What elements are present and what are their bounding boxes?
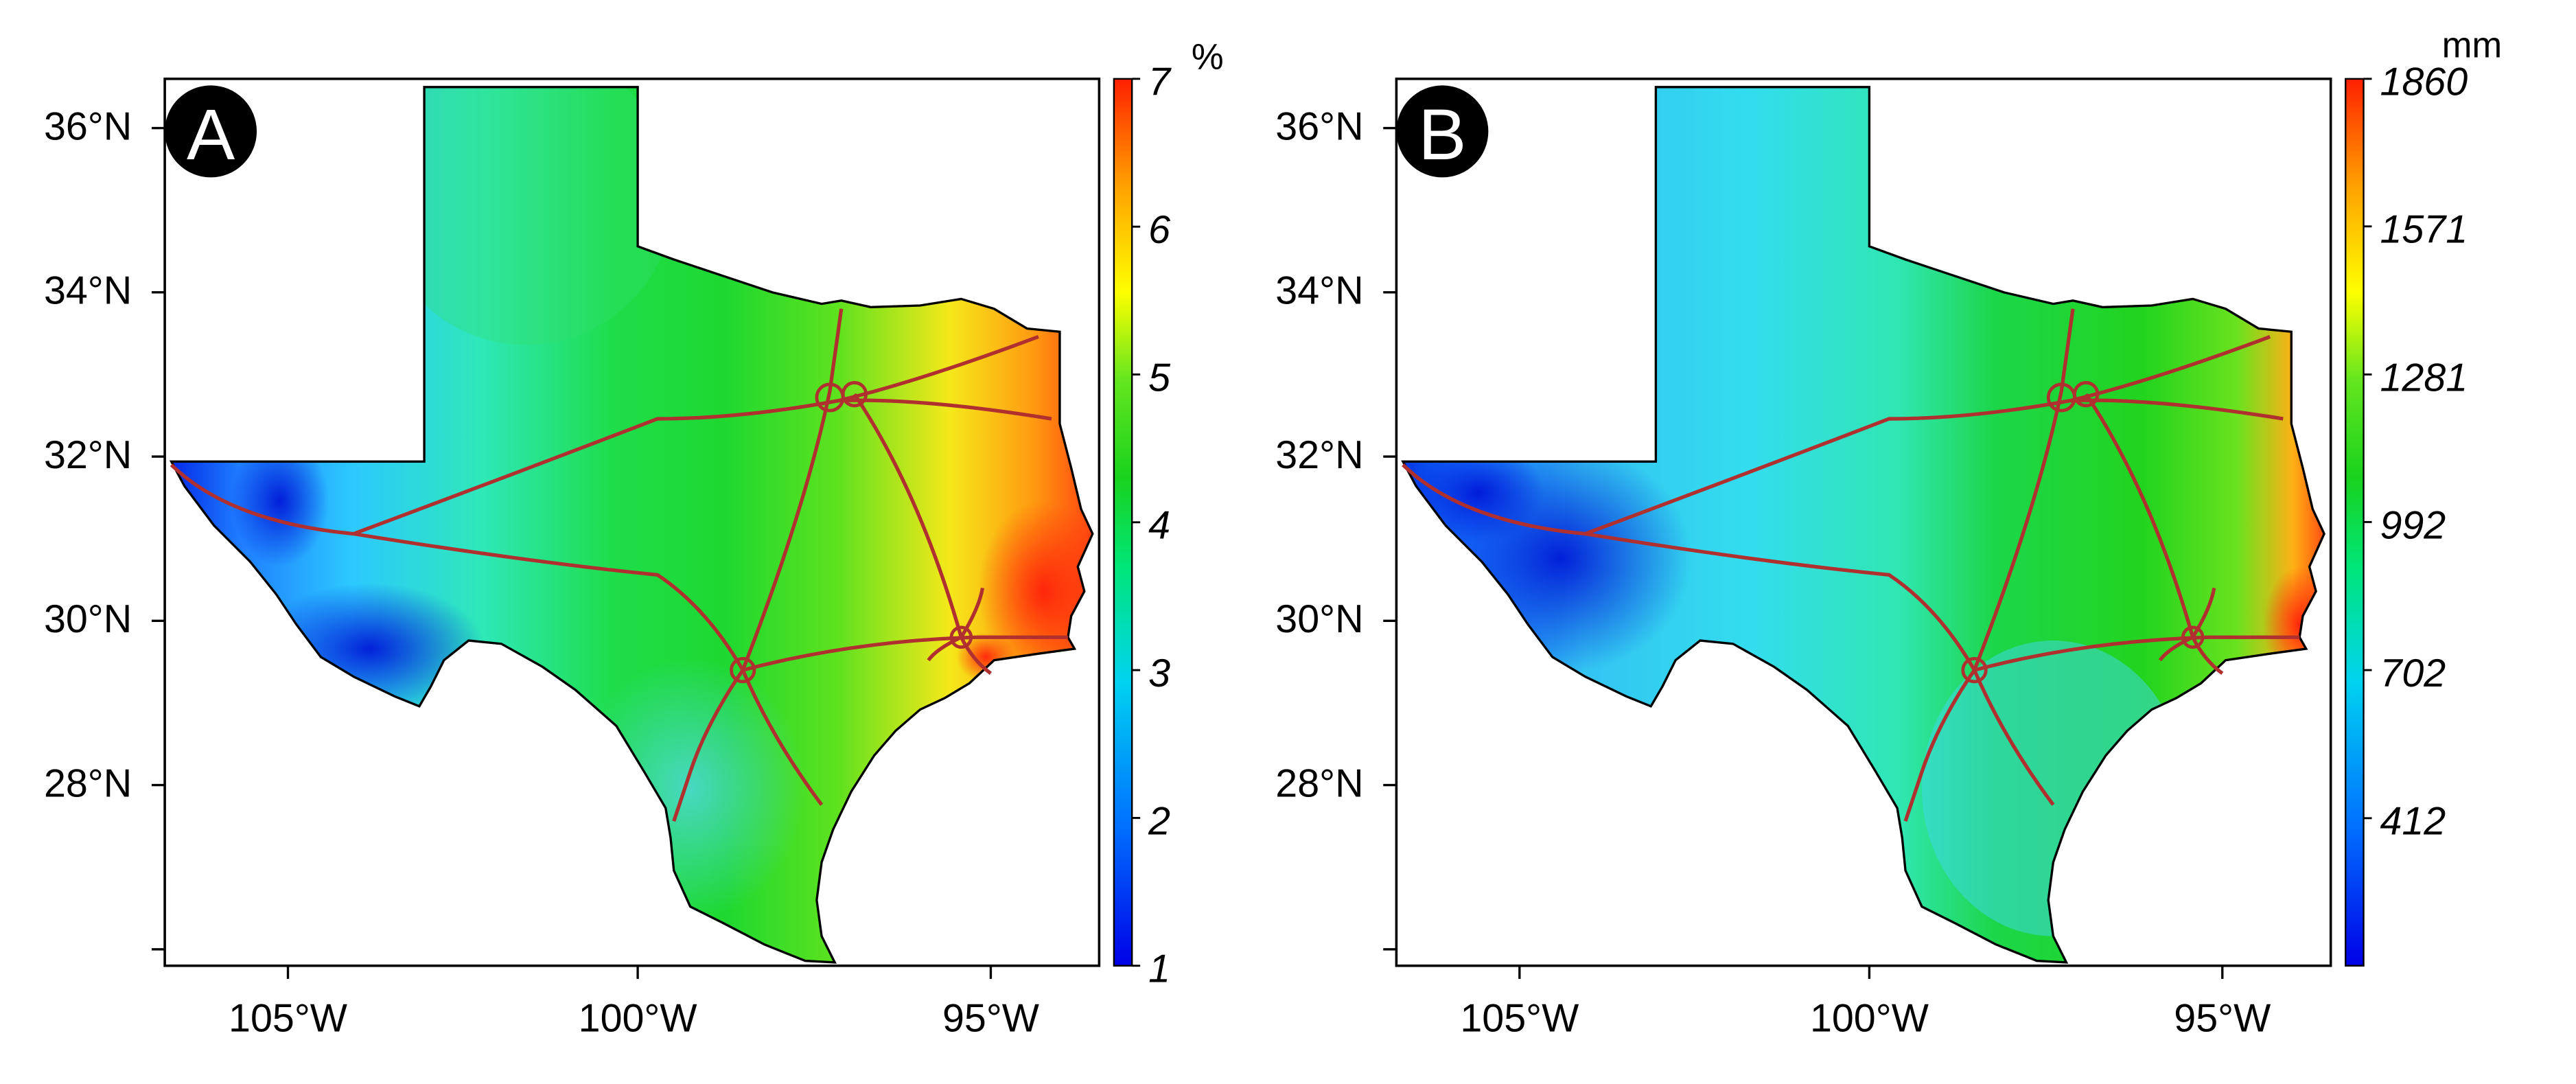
lon-label: 95°W [2174,996,2271,1040]
lon-label: 105°W [229,996,347,1040]
lat-label: 36°N [44,104,132,148]
lat-label: 30°N [1275,597,1363,641]
colorbar-label: 1860 [2380,60,2468,104]
lat-label: 28°N [44,761,132,805]
texas-heatmap [1402,87,2325,962]
colorbar-label: 4 [1148,504,1170,548]
lat-label: 32°N [1275,433,1363,477]
lon-label: 95°W [942,996,1039,1040]
lat-label: 36°N [1275,104,1363,148]
lat-label: 34°N [44,269,132,313]
colorbar-label: 1 [1148,947,1170,991]
colorbar-label: 6 [1148,208,1170,252]
colorbar-label: 2 [1148,799,1170,843]
panel-b: 36°N 34°N 32°N 30°N 28°N 105°W 100°W 95°W B 1860 1… [1275,25,2502,1041]
colorbar-label: 992 [2380,503,2446,547]
lon-label: 100°W [1810,996,1929,1040]
unit-label: % [1192,36,1224,77]
highway-network [1402,308,2300,822]
panel-letter: B [1418,95,1466,175]
lon-label: 105°W [1460,996,1579,1040]
colorbar-label: 1281 [2380,356,2468,400]
unit-label: mm [2442,25,2503,66]
highway-network [170,308,1068,822]
lat-label: 32°N [44,433,132,477]
lat-label: 30°N [44,597,132,641]
lon-label: 100°W [579,996,697,1040]
colorbar-label: 3 [1148,651,1170,695]
colorbar-label: 702 [2380,651,2446,695]
panel-a: 36°N 34°N 32°N 30°N 28°N 105°W 100°W 95°W A 7 6 5 4 3… [44,36,1224,1040]
colorbar-label: 1571 [2380,208,2468,252]
texas-border [169,86,1094,964]
texas-border [1401,86,2325,964]
colorbar [1113,78,1133,967]
map-frame [163,78,1101,967]
panel-badge [1396,85,1489,178]
colorbar-label: 5 [1148,356,1171,400]
colorbar-label: 412 [2380,800,2446,844]
colorbar-label: 7 [1148,60,1172,104]
lat-label: 28°N [1275,761,1363,805]
panel-badge [165,85,257,178]
lat-label: 34°N [1275,269,1363,313]
colorbar [2345,78,2365,967]
map-frame [1395,78,2332,967]
panel-letter: A [187,95,235,175]
